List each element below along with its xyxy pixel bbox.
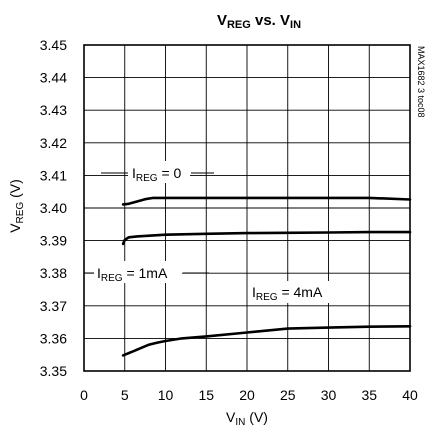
x-tick-label: 15: [198, 387, 214, 403]
x-tick-labels: 0 5 10 15 20 25 30 35 40: [80, 387, 418, 403]
series-label-2: IREG = 4mA: [252, 284, 323, 303]
series-line-1: [121, 230, 412, 246]
y-tick-label: 3.37: [40, 298, 67, 314]
series-group: [121, 196, 412, 357]
y-tick-label: 3.35: [40, 363, 67, 379]
chart-title: VREG vs. VIN: [217, 12, 301, 31]
series-label-bg-0: [128, 161, 190, 183]
series-label-bg-2: [248, 281, 334, 303]
x-tick-label: 0: [80, 387, 88, 403]
y-tick-label: 3.44: [40, 70, 67, 86]
y-tick-label: 3.43: [40, 102, 67, 118]
plot-frame: [83, 44, 411, 372]
y-tick-label: 3.39: [40, 233, 67, 249]
y-tick-label: 3.36: [40, 330, 67, 346]
y-tick-label: 3.42: [40, 135, 67, 151]
y-axis-title: VREG (V): [7, 179, 26, 233]
series-label-group: IREG = 0 IREG = 1mA IREG = 4mA: [84, 161, 334, 303]
x-tick-label: 20: [239, 387, 255, 403]
y-tick-label: 3.38: [40, 265, 67, 281]
x-tick-label: 35: [361, 387, 377, 403]
x-tick-label: 30: [321, 387, 337, 403]
x-tick-label: 40: [402, 387, 418, 403]
series-line-2: [121, 325, 412, 357]
series-label-0: IREG = 0: [132, 165, 182, 184]
x-tick-label: 25: [280, 387, 296, 403]
y-tick-label: 3.41: [40, 167, 67, 183]
y-tick-label: 3.45: [40, 37, 67, 53]
x-tick-label: 5: [121, 387, 129, 403]
y-tick-labels: 3.35 3.36 3.37 3.38 3.39 3.40 3.41 3.42 3.43 3.44…: [40, 37, 67, 379]
x-tick-label: 10: [158, 387, 174, 403]
figure-code: MAX1682 3 toc08: [416, 46, 425, 118]
grid: [84, 45, 410, 371]
series-line-0: [121, 196, 412, 206]
x-axis-title: VIN (V): [226, 409, 268, 428]
y-tick-label: 3.40: [40, 200, 67, 216]
series-label-bg-1: [94, 261, 182, 283]
series-label-1: IREG = 1mA: [97, 265, 168, 284]
